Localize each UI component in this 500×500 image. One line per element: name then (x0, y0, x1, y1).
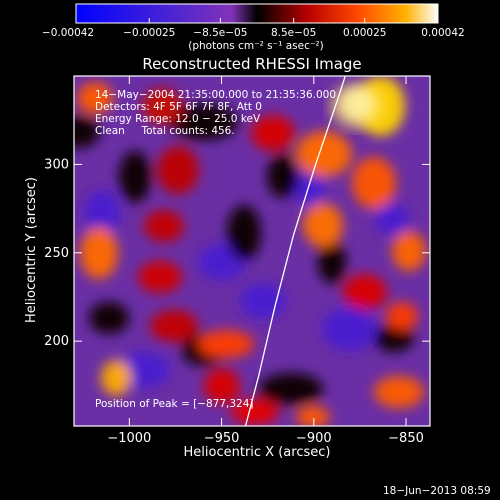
peak-position-label: Position of Peak = [−877,324] (95, 398, 254, 410)
positive-region (374, 376, 424, 408)
colorbar-tick-label: 0.00025 (343, 27, 386, 39)
positive-region (101, 360, 131, 396)
image-plot-area (74, 76, 430, 426)
counts-label: Clean Total counts: 456. (95, 125, 235, 137)
colorbar-tick-label: −0.00025 (123, 27, 175, 39)
positive-region (296, 131, 352, 177)
detectors-label: Detectors: 4F 5F 6F 7F 8F, Att 0 (95, 101, 262, 113)
dark-region (318, 240, 346, 284)
x-axis-tick-label: −900 (296, 431, 332, 446)
dark-region (267, 154, 299, 198)
positive-region (231, 399, 279, 425)
positive-region (296, 406, 330, 426)
colorbar-tick-label: 0.00042 (421, 27, 464, 39)
dark-region (374, 324, 414, 352)
negative-region (84, 190, 120, 238)
plot-frame (73, 75, 431, 427)
dark-region (227, 205, 261, 261)
negative-region (374, 203, 410, 235)
positive-region (343, 274, 387, 310)
positive-region (386, 302, 418, 330)
dark-region (74, 116, 100, 148)
colorbar (75, 3, 439, 24)
positive-region (198, 330, 254, 358)
positive-region (138, 261, 182, 293)
axis-ticks: −1000 −950 −900 −850 200 250 300 (44, 76, 430, 446)
positive-region (80, 227, 118, 279)
solar-limb-curve (244, 76, 346, 426)
positive-region (77, 82, 113, 114)
observation-info: 14−May−2004 21:35:00.000 to 21:35:36.000… (95, 89, 336, 137)
chart-title: Reconstructed RHESSI Image (142, 55, 361, 73)
y-axis-label: Heliocentric Y (arcsec) (24, 177, 39, 323)
y-axis-tick-label: 300 (44, 157, 69, 172)
peak-halo (329, 82, 385, 130)
positive-region (157, 146, 199, 194)
x-axis-tick-label: −1000 (107, 431, 151, 446)
x-axis-tick-label: −850 (388, 431, 424, 446)
colorbar-tick-label: −8.5e−05 (193, 27, 247, 39)
positive-region (204, 368, 240, 404)
positive-region (142, 88, 182, 124)
positive-region (150, 310, 198, 342)
positive-region (251, 115, 295, 151)
y-axis-tick-label: 200 (44, 334, 69, 349)
colorbar-tick-label: 8.5e−05 (271, 27, 316, 39)
dark-region (89, 302, 129, 334)
energy-range-label: Energy Range: 12.0 − 25.0 keV (95, 113, 261, 125)
positive-region (392, 231, 426, 271)
colorbar-ticks: −0.00042 −0.00025 −8.5e−05 8.5e−05 0.00025 0.… (42, 18, 465, 39)
colorbar-units-label: (photons cm⁻² s⁻¹ asec⁻²) (188, 40, 323, 52)
x-axis-label: Heliocentric X (arcsec) (184, 445, 331, 460)
colorbar-tick-label: −0.00042 (42, 27, 94, 39)
heatmap-field (74, 76, 426, 426)
peak-region (329, 82, 385, 130)
dark-region (119, 151, 151, 203)
time-range-label: 14−May−2004 21:35:00.000 to 21:35:36.000 (95, 89, 336, 101)
footer-date: 18−Jun−2013 08:59 (383, 485, 491, 497)
x-axis-tick-label: −950 (204, 431, 240, 446)
dark-region (170, 104, 238, 140)
positive-region (303, 203, 343, 247)
negative-region (322, 307, 376, 351)
positive-region (352, 157, 396, 209)
y-axis-tick-label: 250 (44, 246, 69, 261)
positive-region (144, 210, 184, 242)
dark-region (259, 373, 323, 405)
